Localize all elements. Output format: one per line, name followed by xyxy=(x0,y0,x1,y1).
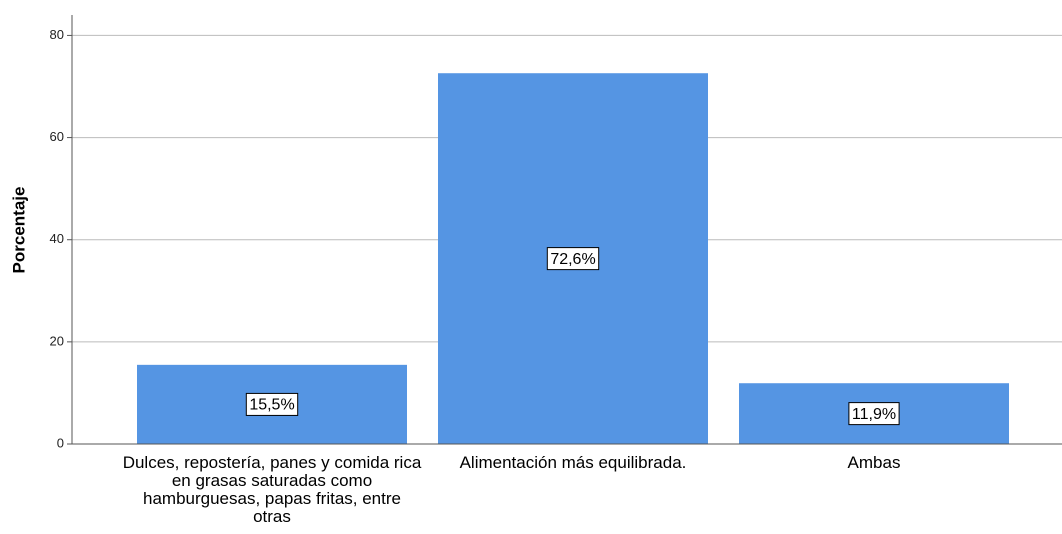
y-tick-label: 40 xyxy=(50,231,64,246)
y-tick-label: 60 xyxy=(50,129,64,144)
x-tick-label: Alimentación más equilibrada. xyxy=(459,454,687,472)
x-label-box: Ambas xyxy=(847,454,901,472)
x-tick-label: Dulces, repostería, panes y comida rica … xyxy=(122,454,422,526)
x-label-box: Alimentación más equilibrada. xyxy=(459,454,687,472)
y-tick-label: 20 xyxy=(50,333,64,348)
value-label: 11,9% xyxy=(852,406,896,423)
y-tick-label: 0 xyxy=(57,435,64,450)
value-label-box xyxy=(245,392,299,416)
value-label: 72,6% xyxy=(550,251,595,268)
value-label-box xyxy=(848,402,900,426)
y-axis-label: Porcentaje xyxy=(9,187,28,274)
value-label: 15,5% xyxy=(249,397,294,414)
x-label-box: Dulces, repostería, panes y comida rica … xyxy=(122,454,422,526)
x-tick-label: Ambas xyxy=(847,454,901,472)
value-label-box xyxy=(546,247,600,271)
y-tick-label: 80 xyxy=(50,27,64,42)
